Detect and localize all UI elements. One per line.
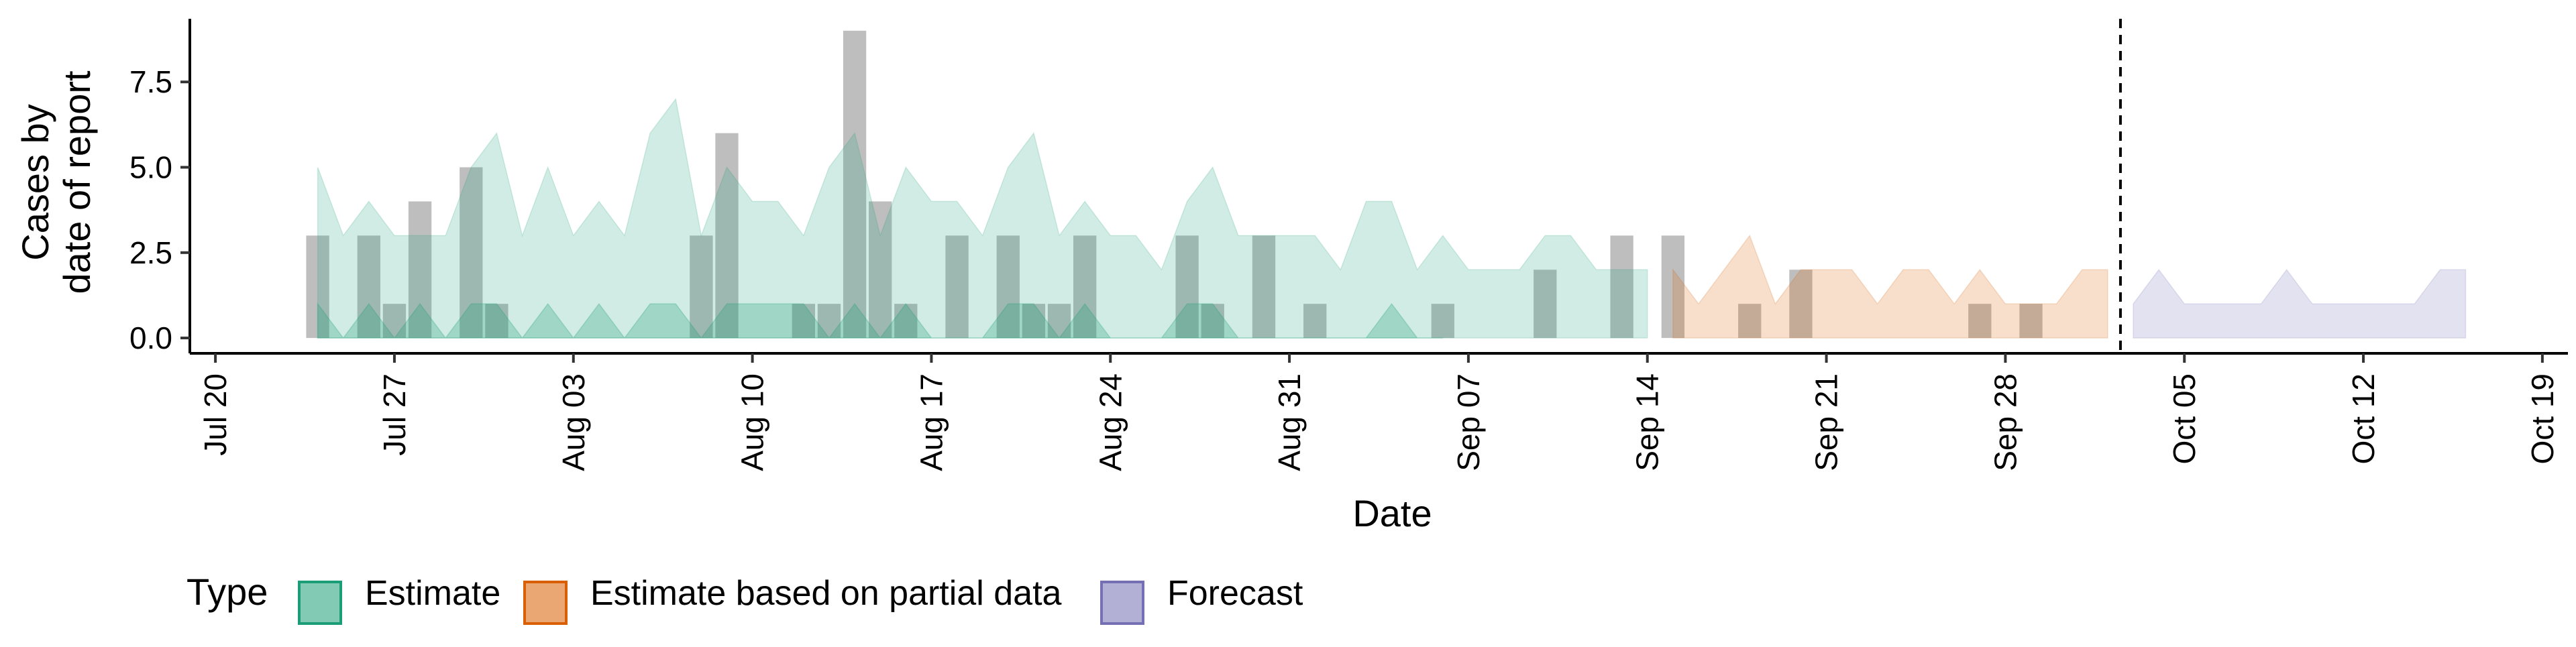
x-tick-label-11: Oct 05 — [2167, 373, 2202, 465]
observed-bar-26 — [1738, 304, 1762, 339]
observed-bar-16 — [1047, 304, 1071, 339]
x-tick-label-1: Jul 27 — [377, 373, 412, 456]
observed-bar-0 — [306, 235, 329, 339]
area-outer-1 — [1672, 234, 2108, 339]
observed-bar-5 — [485, 304, 508, 339]
y-tick-label-3: 7.5 — [129, 64, 172, 99]
x-tick-label-7: Sep 07 — [1451, 373, 1486, 471]
observed-bar-9 — [817, 304, 841, 339]
legend-key-0 — [298, 581, 342, 625]
x-tick-label-4: Aug 17 — [914, 373, 949, 471]
observed-bar-21 — [1303, 304, 1327, 339]
x-tick-label-0: Jul 20 — [198, 373, 233, 456]
observed-bar-29 — [2019, 304, 2043, 339]
x-tick-label-13: Oct 19 — [2525, 373, 2560, 465]
observed-bar-15 — [1022, 304, 1046, 339]
x-tick-label-12: Oct 12 — [2346, 373, 2381, 465]
observed-bar-11 — [869, 201, 892, 339]
observed-bar-22 — [1431, 304, 1454, 339]
y-tick-label-2: 5.0 — [129, 150, 172, 184]
observed-bar-19 — [1201, 304, 1224, 339]
area-outer-2 — [2133, 268, 2467, 339]
x-tick-label-5: Aug 24 — [1093, 373, 1128, 471]
x-tick-label-9: Sep 21 — [1809, 373, 1844, 471]
legend-key-2 — [1100, 581, 1144, 625]
observed-bar-17 — [1073, 235, 1097, 339]
observed-bar-2 — [382, 304, 407, 339]
y-axis-title-line-1: date of report — [56, 70, 98, 294]
legend-label-0: Estimate — [365, 574, 500, 613]
area-outer-0 — [317, 97, 1648, 339]
observed-bar-8 — [792, 304, 815, 339]
y-axis-title-line-0: Cases by — [14, 104, 56, 260]
observed-bar-27 — [1789, 270, 1813, 339]
observed-bar-10 — [843, 30, 867, 339]
x-tick-label-8: Sep 14 — [1630, 373, 1665, 471]
y-tick-label-0: 0.0 — [129, 320, 172, 355]
estimate-areas-layer — [317, 97, 2467, 339]
legend-label-1: Estimate based on partial data — [590, 574, 1062, 613]
legend-key-1 — [523, 581, 568, 625]
observed-bar-12 — [894, 304, 918, 339]
legend-label-2: Forecast — [1167, 574, 1303, 613]
x-tick-label-3: Aug 10 — [735, 373, 770, 471]
x-axis-title: Date — [1352, 492, 1432, 534]
observed-bar-7 — [715, 133, 739, 339]
observed-bar-24 — [1610, 235, 1633, 339]
x-tick-label-6: Aug 31 — [1272, 373, 1307, 471]
observed-bar-20 — [1252, 235, 1276, 339]
observed-bar-14 — [996, 235, 1020, 339]
observed-bar-23 — [1534, 270, 1557, 339]
observed-bar-6 — [690, 235, 713, 339]
observed-bar-4 — [460, 167, 483, 339]
axes-layer: 0.0 2.5 5.0 7.5 Jul 20 Jul 27 Aug 03 Aug 10 Aug … — [14, 19, 2568, 534]
legend: Type Estimate Estimate based on partial da… — [186, 571, 1303, 625]
observed-bar-25 — [1661, 235, 1685, 339]
x-tick-label-2: Aug 03 — [556, 373, 591, 471]
observed-bar-28 — [1968, 304, 1992, 339]
observed-bars-layer — [306, 30, 2043, 339]
area-inner-0 — [317, 302, 1443, 339]
observed-bar-18 — [1175, 235, 1199, 339]
observed-bar-1 — [357, 235, 380, 339]
legend-title: Type — [186, 571, 268, 613]
observed-bar-3 — [408, 201, 432, 339]
x-tick-label-10: Sep 28 — [1988, 373, 2023, 471]
y-tick-label-1: 2.5 — [129, 235, 172, 270]
observed-bar-13 — [945, 235, 969, 339]
